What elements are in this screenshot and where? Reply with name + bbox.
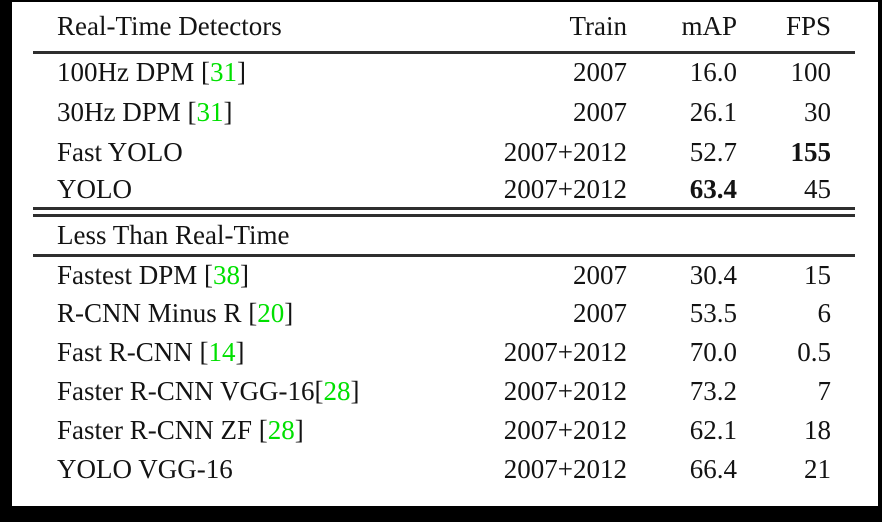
- citation-bracket: [: [199, 337, 209, 367]
- citation-bracket: ]: [294, 415, 304, 445]
- cell-detector: YOLO VGG-16: [57, 454, 233, 484]
- cell-fps: 15: [804, 259, 831, 290]
- cell-map: 73.2: [689, 376, 737, 406]
- cell-detector: Faster R-CNN ZF [28]: [57, 415, 304, 445]
- cell-fps: 0.5: [797, 337, 831, 367]
- cell-detector: Fast YOLO: [57, 136, 183, 167]
- section-less-than-real-time: Less Than Real-Time Fastest DPM [38] 2007…: [33, 207, 855, 489]
- cell-train: 2007+2012: [503, 337, 627, 367]
- cell-map: 53.5: [689, 298, 737, 328]
- cell-map: 63.4: [689, 174, 737, 204]
- cell-train: 2007+2012: [503, 415, 627, 445]
- cell-train: 2007: [573, 259, 627, 290]
- table-header-row: Real-Time Detectors Train mAP FPS: [33, 2, 855, 54]
- detectors-table: Real-Time Detectors Train mAP FPS 100Hz …: [33, 2, 855, 489]
- col-header-fps: FPS: [737, 2, 855, 54]
- section-title: Less Than Real-Time: [33, 207, 855, 257]
- cell-fps: 6: [817, 298, 832, 328]
- cell-train: 2007+2012: [503, 454, 627, 484]
- cell-detector: Faster R-CNN VGG-16[28]: [57, 376, 360, 406]
- citation-link[interactable]: 14: [208, 337, 236, 367]
- table-row: YOLO 2007+2012 63.4 45: [33, 172, 855, 212]
- cell-train: 2007: [573, 96, 627, 127]
- citation-bracket: ]: [350, 376, 360, 406]
- table-row: 30Hz DPM [31] 2007 26.1 30: [33, 92, 855, 132]
- table-row: 100Hz DPM [31] 2007 16.0 100: [33, 52, 855, 92]
- cell-detector: R-CNN Minus R [20]: [57, 298, 294, 328]
- cell-detector: Fast R-CNN [14]: [57, 337, 245, 367]
- section-real-time: 100Hz DPM [31] 2007 16.0 100 30Hz DPM [31] 20…: [33, 52, 855, 212]
- cell-fps: 7: [817, 376, 832, 406]
- table-row: Faster R-CNN VGG-16[28] 2007+2012 73.2 7: [33, 372, 855, 411]
- cell-fps: 100: [790, 57, 832, 88]
- citation-bracket: ]: [237, 57, 247, 88]
- cell-fps: 45: [804, 174, 831, 204]
- cell-map: 16.0: [689, 57, 737, 88]
- col-header-map: mAP: [627, 2, 737, 54]
- cell-detector: 30Hz DPM [31]: [57, 96, 233, 127]
- citation-link[interactable]: 31: [196, 96, 224, 127]
- table-row: R-CNN Minus R [20] 2007 53.5 6: [33, 294, 855, 333]
- cell-train: 2007: [573, 57, 627, 88]
- citation-link[interactable]: 38: [213, 259, 241, 290]
- citation-link[interactable]: 31: [210, 57, 238, 88]
- cell-map: 30.4: [689, 259, 737, 290]
- citation-link[interactable]: 28: [323, 376, 351, 406]
- cell-train: 2007: [573, 298, 627, 328]
- citation-bracket: [: [258, 415, 268, 445]
- section-title-row: Less Than Real-Time: [33, 207, 855, 257]
- cell-detector: Fastest DPM [38]: [57, 259, 250, 290]
- citation-bracket: [: [248, 298, 258, 328]
- col-header-detectors: Real-Time Detectors: [33, 2, 423, 54]
- cell-map: 66.4: [689, 454, 737, 484]
- cell-fps: 21: [804, 454, 831, 484]
- citation-bracket: [: [314, 376, 324, 406]
- citation-bracket: [: [187, 96, 197, 127]
- cell-map: 70.0: [689, 337, 737, 367]
- table-row: Fast R-CNN [14] 2007+2012 70.0 0.5: [33, 333, 855, 372]
- table-row: Faster R-CNN ZF [28] 2007+2012 62.1 18: [33, 411, 855, 450]
- cell-train: 2007+2012: [503, 174, 627, 204]
- cell-map: 26.1: [689, 96, 737, 127]
- cell-fps: 155: [790, 136, 832, 167]
- citation-link[interactable]: 20: [257, 298, 285, 328]
- citation-bracket: ]: [235, 337, 245, 367]
- citation-link[interactable]: 28: [267, 415, 295, 445]
- cell-detector: 100Hz DPM [31]: [57, 57, 247, 88]
- cell-map: 62.1: [689, 415, 737, 445]
- cell-fps: 18: [804, 415, 831, 445]
- table-row: YOLO VGG-16 2007+2012 66.4 21: [33, 450, 855, 489]
- col-header-train: Train: [423, 2, 627, 54]
- citation-bracket: ]: [284, 298, 294, 328]
- citation-bracket: ]: [223, 96, 233, 127]
- cell-train: 2007+2012: [503, 376, 627, 406]
- cell-train: 2007+2012: [503, 136, 627, 167]
- citation-bracket: ]: [240, 259, 250, 290]
- cell-map: 52.7: [689, 136, 737, 167]
- citation-bracket: [: [201, 57, 211, 88]
- table-row: Fast YOLO 2007+2012 52.7 155: [33, 132, 855, 172]
- cell-detector: YOLO: [57, 174, 132, 204]
- table-row: Fastest DPM [38] 2007 30.4 15: [33, 255, 855, 294]
- cell-fps: 30: [804, 96, 831, 127]
- citation-bracket: [: [204, 259, 214, 290]
